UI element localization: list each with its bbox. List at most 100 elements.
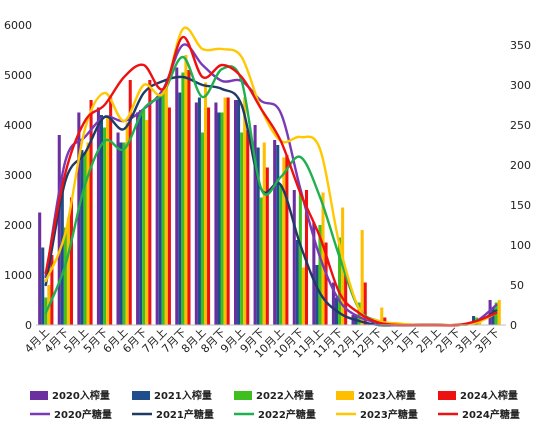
bar-2022入榨量-10月上: [279, 185, 283, 325]
bar-2023入榨量-10月下: [301, 267, 305, 325]
bar-2024入榨量-4月上: [50, 255, 54, 325]
bar-2024入榨量-10月下: [304, 190, 309, 325]
bar-2022入榨量-7月上: [161, 90, 165, 325]
bar-2021入榨量-3月上: [472, 316, 476, 325]
bar-2023入榨量-7月下: [184, 55, 188, 325]
bar-2024入榨量-11月下: [344, 270, 348, 325]
bar-2022入榨量-5月上: [83, 152, 87, 325]
bar-2023入榨量-9月上: [243, 97, 247, 325]
line-2023产糖量: [44, 26, 498, 327]
bar-2021入榨量-9月上: [237, 100, 241, 325]
bar-2020入榨量-10月上: [273, 140, 277, 325]
bar-2024入榨量-5月下: [109, 97, 113, 325]
legend-swatch-bar: [234, 391, 252, 400]
line-2021产糖量: [44, 75, 498, 327]
y-right-tick-label: 50: [510, 279, 524, 292]
bar-2024入榨量-4月下: [69, 197, 74, 325]
bar-2021入榨量-7月下: [178, 92, 182, 325]
bar-2021入榨量-6月下: [139, 110, 143, 325]
bar-2023入榨量-4月下: [66, 217, 70, 325]
y-right-tick-label: 350: [510, 39, 531, 52]
bar-2022入榨量-6月上: [122, 142, 126, 325]
bar-2022入榨量-10月下: [298, 192, 302, 325]
y-left-tick-label: 4000: [4, 119, 32, 132]
bar-2024入榨量-9月上: [246, 130, 250, 325]
bar-2024入榨量-11月上: [324, 242, 328, 325]
y-left-tick-label: 6000: [4, 19, 32, 32]
bar-2021入榨量-11月上: [315, 265, 319, 325]
bar-2020入榨量-5月上: [77, 112, 81, 325]
bar-2021入榨量-3月下: [491, 307, 495, 325]
bar-2022入榨量-6月下: [142, 110, 146, 325]
bar-2021入榨量-5月上: [80, 150, 84, 325]
legend-label: 2023产糖量: [360, 408, 418, 421]
bar-2021入榨量-9月下: [256, 147, 260, 325]
bar-2022入榨量-7月下: [181, 72, 185, 325]
legend-swatch-bar: [132, 391, 150, 400]
bar-2023入榨量-12月上: [360, 230, 364, 325]
bar-2020入榨量-5月下: [96, 107, 100, 325]
bar-2023入榨量-11月上: [321, 192, 325, 325]
bar-2023入榨量-6月上: [125, 122, 129, 325]
bar-2020入榨量-3月下: [488, 300, 492, 325]
y-left-tick-label: 5000: [4, 69, 32, 82]
bar-2020入榨量-7月下: [175, 67, 179, 325]
bar-2020入榨量-8月下: [214, 102, 218, 325]
bar-2021入榨量-5月下: [99, 115, 104, 325]
bar-2024入榨量-12月上: [363, 282, 367, 325]
bar-2022入榨量-8月下: [220, 112, 224, 325]
bar-2024入榨量-5月上: [89, 100, 93, 325]
bar-2023入榨量-8月上: [203, 82, 208, 325]
bar-2020入榨量-11月下: [331, 282, 335, 325]
bar-2021入榨量-10月下: [295, 240, 299, 325]
bar-2020入榨量-6月下: [136, 112, 140, 325]
bar-2024入榨量-7月下: [187, 70, 191, 325]
bar-2023入榨量-7月上: [164, 87, 168, 325]
bar-2021入榨量-4月上: [41, 247, 45, 325]
bar-2021入榨量-4月下: [60, 177, 64, 325]
y-right-tick-label: 200: [510, 159, 531, 172]
bar-2022入榨量-8月上: [200, 132, 204, 325]
legend-label: 2022入榨量: [256, 389, 314, 402]
legend: 2020入榨量 2021入榨量 2022入榨量 2023入榨量 2024入榨量 2020产…: [30, 389, 520, 421]
bar-2023入榨量-12月下: [380, 307, 384, 325]
legend-label: 2020入榨量: [52, 389, 110, 402]
bar-2024入榨量-9月下: [265, 167, 269, 325]
legend-label: 2021入榨量: [154, 389, 212, 402]
y-right-tick-label: 150: [510, 199, 531, 212]
bar-2023入榨量-3月上: [478, 322, 482, 325]
line-2020产糖量: [44, 43, 498, 327]
line-2022产糖量: [44, 55, 498, 327]
bar-2024入榨量-8月上: [207, 107, 211, 325]
bar-2023入榨量-8月下: [223, 97, 227, 325]
bar-2020入榨量-9月上: [233, 100, 238, 325]
y-left-tick-label: 0: [25, 319, 32, 332]
bar-2022入榨量-4月下: [63, 227, 67, 325]
y-left-tick-label: 1000: [4, 269, 32, 282]
bar-2021入榨量-6月上: [119, 142, 123, 325]
line-layer: [44, 26, 498, 327]
bar-2023入榨量-3月下: [497, 300, 501, 325]
bar-2021入榨量-7月上: [158, 95, 162, 325]
bar-2023入榨量-5月下: [106, 117, 110, 325]
bar-2021入榨量-10月上: [276, 145, 280, 325]
legend-label: 2020产糖量: [54, 408, 112, 421]
bar-2024入榨量-10月上: [285, 155, 289, 325]
y-right-tick-label: 300: [510, 79, 531, 92]
line-2024产糖量: [44, 35, 498, 327]
y-left-tick-label: 2000: [4, 219, 32, 232]
bar-2023入榨量-9月下: [262, 142, 266, 325]
bar-2022入榨量-11月上: [318, 225, 322, 325]
legend-label: 2023入榨量: [358, 389, 416, 402]
y-left-tick-label: 3000: [4, 169, 32, 182]
bar-2023入榨量-5月上: [86, 142, 90, 325]
y-right-tick-label: 0: [510, 319, 517, 332]
legend-swatch-bar: [30, 391, 48, 400]
bar-2020入榨量-4月下: [57, 135, 61, 325]
bar-2020入榨量-6月上: [116, 132, 120, 325]
bar-2022入榨量-5月下: [103, 127, 107, 325]
legend-label: 2024入榨量: [460, 389, 518, 402]
y-right-tick-label: 100: [510, 239, 531, 252]
